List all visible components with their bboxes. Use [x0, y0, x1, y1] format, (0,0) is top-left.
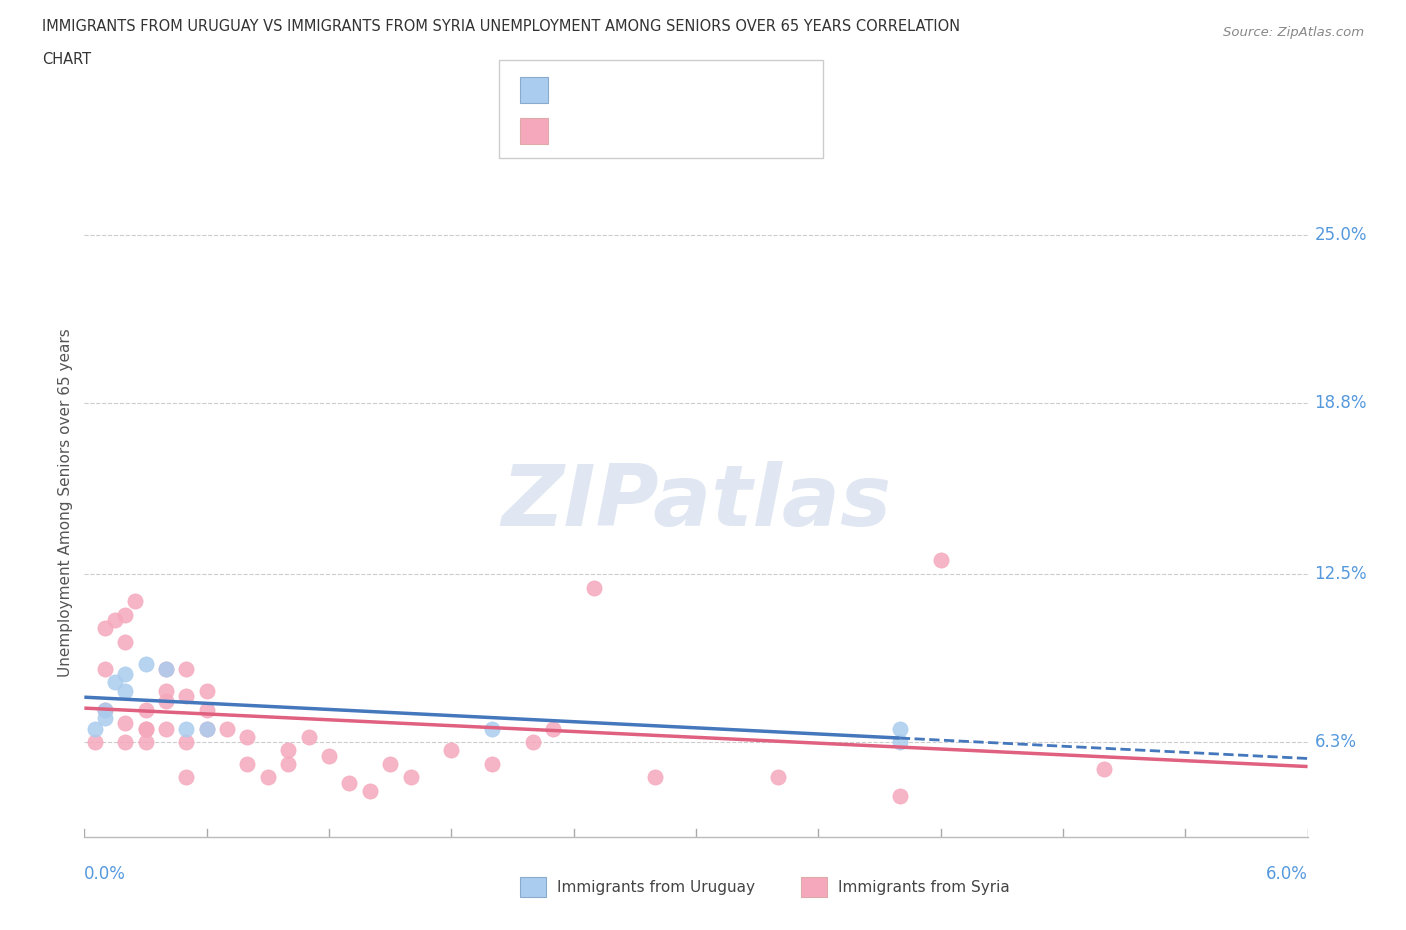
Text: 12.5%: 12.5%	[1315, 565, 1367, 583]
Point	[174, 688, 197, 703]
Point	[155, 694, 177, 709]
Point	[93, 661, 115, 676]
Point	[114, 716, 136, 731]
Point	[114, 607, 136, 622]
Point	[318, 749, 340, 764]
Text: CHART: CHART	[42, 52, 91, 67]
Point	[257, 770, 280, 785]
Point	[114, 667, 136, 682]
Text: 0.181: 0.181	[605, 81, 662, 99]
Point	[114, 735, 136, 750]
Text: 0.0%: 0.0%	[84, 865, 127, 883]
Point	[399, 770, 422, 785]
Text: IMMIGRANTS FROM URUGUAY VS IMMIGRANTS FROM SYRIA UNEMPLOYMENT AMONG SENIORS OVER: IMMIGRANTS FROM URUGUAY VS IMMIGRANTS FR…	[42, 19, 960, 33]
Y-axis label: Unemployment Among Seniors over 65 years: Unemployment Among Seniors over 65 years	[58, 328, 73, 677]
Point	[277, 743, 299, 758]
Text: N =: N =	[657, 81, 709, 99]
Point	[93, 621, 115, 636]
Point	[83, 735, 105, 750]
Text: 47: 47	[707, 123, 733, 140]
Point	[155, 721, 177, 736]
Text: ZIPatlas: ZIPatlas	[501, 460, 891, 544]
Point	[93, 711, 115, 725]
Point	[135, 702, 157, 717]
Point	[277, 756, 299, 771]
Point	[195, 684, 218, 698]
Text: R =: R =	[562, 123, 602, 140]
Point	[174, 735, 197, 750]
Point	[481, 756, 503, 771]
Text: Immigrants from Syria: Immigrants from Syria	[838, 880, 1010, 895]
Point	[155, 684, 177, 698]
Point	[889, 735, 911, 750]
Point	[1092, 762, 1115, 777]
Text: 0.428: 0.428	[605, 123, 662, 140]
Point	[135, 656, 157, 671]
Point	[135, 721, 157, 736]
Point	[766, 770, 789, 785]
Point	[155, 661, 177, 676]
Point	[236, 729, 259, 744]
Point	[83, 721, 105, 736]
Point	[174, 661, 197, 676]
Point	[135, 721, 157, 736]
Point	[440, 743, 463, 758]
Text: 18.8%: 18.8%	[1315, 394, 1367, 412]
Point	[93, 702, 115, 717]
Point	[104, 613, 127, 628]
Point	[195, 721, 218, 736]
Point	[583, 580, 606, 595]
Point	[104, 675, 127, 690]
Point	[298, 729, 321, 744]
Point	[124, 593, 146, 608]
Point	[174, 770, 197, 785]
Point	[889, 789, 911, 804]
Point	[339, 776, 361, 790]
Point	[174, 721, 197, 736]
Text: Immigrants from Uruguay: Immigrants from Uruguay	[557, 880, 755, 895]
Point	[481, 721, 503, 736]
Point	[135, 735, 157, 750]
Point	[929, 553, 952, 568]
Text: R =: R =	[562, 81, 602, 99]
Point	[195, 702, 218, 717]
Point	[889, 721, 911, 736]
Point	[543, 721, 565, 736]
Text: Source: ZipAtlas.com: Source: ZipAtlas.com	[1223, 26, 1364, 39]
Point	[114, 634, 136, 649]
Text: N =: N =	[657, 123, 709, 140]
Point	[644, 770, 666, 785]
Point	[380, 756, 402, 771]
Point	[236, 756, 259, 771]
Point	[217, 721, 239, 736]
Point	[114, 684, 136, 698]
Point	[155, 661, 177, 676]
Point	[522, 735, 544, 750]
Point	[93, 702, 115, 717]
Text: 6.0%: 6.0%	[1265, 865, 1308, 883]
Point	[195, 721, 218, 736]
Text: 6.3%: 6.3%	[1315, 733, 1357, 751]
Text: 12: 12	[707, 81, 733, 99]
Text: 25.0%: 25.0%	[1315, 226, 1367, 245]
Point	[359, 783, 381, 798]
